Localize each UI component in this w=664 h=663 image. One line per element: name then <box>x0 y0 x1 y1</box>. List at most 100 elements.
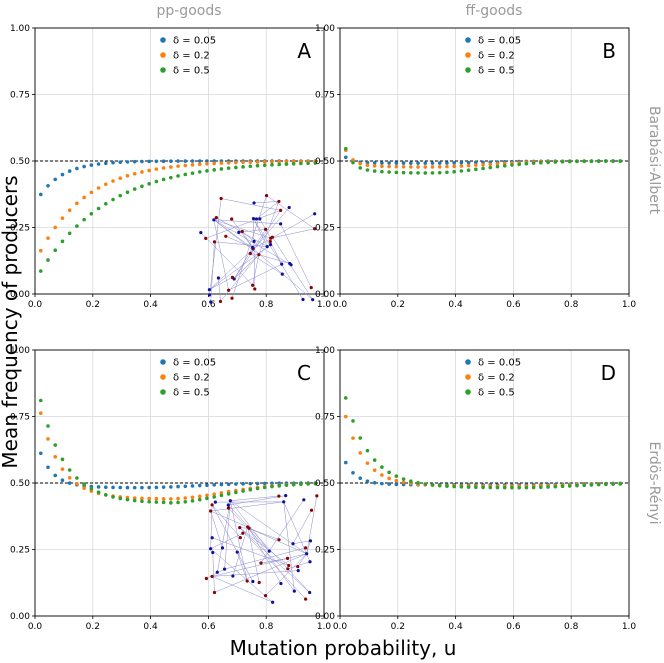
panel-letter: B <box>602 39 616 63</box>
data-point <box>394 164 399 169</box>
data-point <box>147 168 151 173</box>
data-point <box>104 485 108 490</box>
data-point <box>596 159 601 163</box>
data-point <box>539 485 543 490</box>
col-title-pp: pp-goods <box>156 3 221 19</box>
data-point <box>241 165 245 169</box>
x-tick-label: 0.8 <box>564 300 579 310</box>
data-point <box>567 484 572 488</box>
network-edge <box>266 195 315 229</box>
network-node <box>209 547 213 551</box>
legend-entry: δ = 0.2 <box>478 51 515 62</box>
y-tick-label: 0.25 <box>10 546 30 556</box>
data-point <box>82 195 86 200</box>
network-edge <box>210 510 223 548</box>
data-point <box>241 489 245 493</box>
network-node <box>212 590 217 595</box>
y-tick-label: 0.75 <box>315 91 335 101</box>
data-point <box>474 163 478 167</box>
network-edge <box>212 537 289 566</box>
network-node <box>279 208 283 212</box>
data-point <box>140 159 144 164</box>
data-point <box>394 474 399 478</box>
network-node <box>207 288 212 292</box>
data-point <box>46 236 50 240</box>
network-node <box>253 287 257 291</box>
network-edge <box>211 504 241 538</box>
data-point <box>524 161 529 166</box>
data-point <box>401 477 406 481</box>
data-point <box>459 164 464 168</box>
network-edge <box>209 244 271 290</box>
data-point <box>409 171 413 175</box>
y-tick-label: 1.00 <box>10 346 30 356</box>
network-node <box>285 556 290 560</box>
data-point <box>401 165 406 169</box>
data-point <box>365 160 370 165</box>
y-tick-label: 0.25 <box>315 546 335 556</box>
y-tick-label: 0.75 <box>10 413 30 423</box>
data-point <box>524 485 529 490</box>
network-node <box>291 542 295 546</box>
y-tick-label: 0.50 <box>10 157 30 167</box>
network-node <box>208 509 213 513</box>
data-point <box>437 170 442 175</box>
data-point <box>343 396 348 400</box>
data-point <box>488 485 493 490</box>
panel-C: 0.0 0.2 0.4 0.6 0.8 1.0 0.00 0.25 0.50 0.75 1.00 δ … <box>10 346 331 632</box>
network-node <box>216 276 221 280</box>
data-point <box>234 490 238 495</box>
network-edge <box>248 528 282 584</box>
network-edge <box>239 527 289 566</box>
y-tick-label: 0.50 <box>315 157 335 167</box>
data-point <box>510 163 514 167</box>
data-point <box>219 491 224 495</box>
x-tick-label: 0.2 <box>86 300 100 310</box>
network-node <box>268 242 273 247</box>
data-point <box>409 165 413 169</box>
network-edge <box>200 232 253 286</box>
network-node <box>267 549 271 553</box>
data-point <box>205 493 209 498</box>
data-point <box>358 436 363 440</box>
data-point <box>197 162 202 167</box>
y-tick-label: 0.25 <box>10 224 30 234</box>
legend-marker <box>465 52 471 58</box>
legend-marker <box>160 67 166 73</box>
data-point <box>481 166 485 171</box>
network-node <box>282 500 286 504</box>
data-point <box>416 161 420 165</box>
data-point <box>46 465 50 470</box>
legend-marker <box>160 37 166 43</box>
x-tick-label: 0.8 <box>564 622 579 632</box>
data-point <box>262 160 267 164</box>
network-edge <box>228 504 310 593</box>
data-point <box>46 258 50 262</box>
legend-marker <box>465 389 471 395</box>
data-point <box>380 169 384 174</box>
panel-B: 0.0 0.2 0.4 0.6 0.8 1.00.000.250.500.751.00δ … <box>315 24 636 310</box>
data-point <box>219 167 224 171</box>
data-point <box>495 164 500 169</box>
data-point <box>118 176 123 181</box>
network-node <box>248 251 252 256</box>
data-point <box>430 161 435 165</box>
data-point <box>161 485 166 489</box>
data-point <box>474 167 478 172</box>
data-point <box>38 269 43 273</box>
network-node <box>204 576 209 581</box>
x-tick-label: 0.8 <box>259 300 274 310</box>
network-edge <box>248 528 307 554</box>
data-point <box>67 481 72 485</box>
data-point <box>111 197 115 202</box>
data-point <box>430 171 435 175</box>
data-point <box>132 171 137 176</box>
y-tick-label: 0.25 <box>315 224 335 234</box>
data-point <box>104 182 108 187</box>
axes-frame <box>34 27 325 295</box>
network-edge <box>211 504 254 582</box>
data-point <box>255 481 260 486</box>
data-point <box>197 494 202 499</box>
network-edge <box>254 201 279 204</box>
data-point <box>313 481 318 486</box>
